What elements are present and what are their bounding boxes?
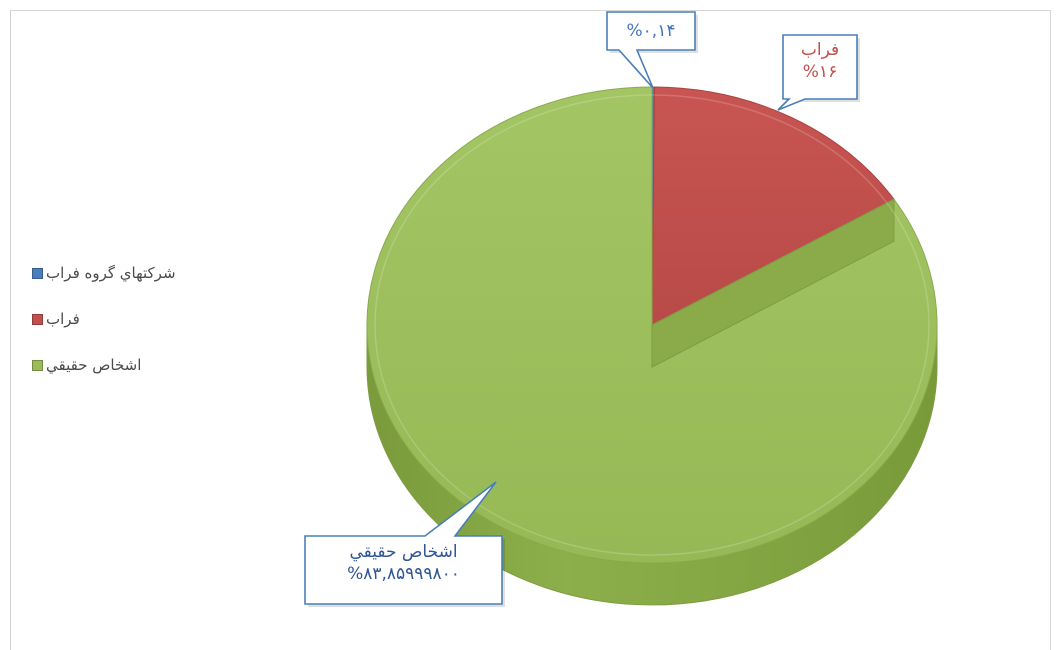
callout-farab [777, 34, 860, 111]
data-label-individuals: اشخاص حقيقي %۸۳,۸۵۹۹۹۸۰۰ [305, 541, 502, 585]
callout-box [777, 34, 858, 111]
pie-rim-highlight [374, 94, 930, 556]
callout-box [606, 11, 696, 89]
data-label-name: اشخاص حقيقي [349, 542, 458, 562]
legend-item-farab: فراب [32, 310, 242, 330]
legend-swatch-red [32, 314, 43, 325]
callout-individuals [304, 481, 505, 607]
legend-label: اشخاص حقيقي [46, 356, 142, 374]
legend-item-farab-group: شرکتهاي گروه فراب [32, 264, 242, 284]
legend-label: شرکتهاي گروه فراب [46, 264, 176, 282]
data-label-farab-group: %۰,۱۴ [607, 20, 695, 42]
legend-label: فراب [46, 310, 80, 328]
legend-item-individuals: اشخاص حقيقي [32, 356, 242, 376]
callout-farab-group [606, 11, 698, 89]
data-label-value: %۱۶ [802, 62, 838, 82]
chart-frame [10, 10, 1051, 650]
slice-farab [651, 86, 895, 326]
pie-chart-3d [304, 11, 938, 607]
pie-slices [366, 86, 938, 564]
callout-box [304, 481, 503, 605]
legend: شرکتهاي گروه فراب فراب اشخاص حقيقي [32, 264, 242, 402]
data-label-farab: فراب %۱۶ [783, 39, 857, 83]
legend-swatch-green [32, 360, 43, 371]
callouts [304, 11, 860, 607]
legend-swatch-blue [32, 268, 43, 279]
data-label-name: فراب [800, 40, 840, 60]
data-label-value: %۸۳,۸۵۹۹۹۸۰۰ [347, 564, 460, 584]
slice-cut-face [651, 198, 895, 368]
data-label-value: %۰,۱۴ [626, 21, 676, 41]
